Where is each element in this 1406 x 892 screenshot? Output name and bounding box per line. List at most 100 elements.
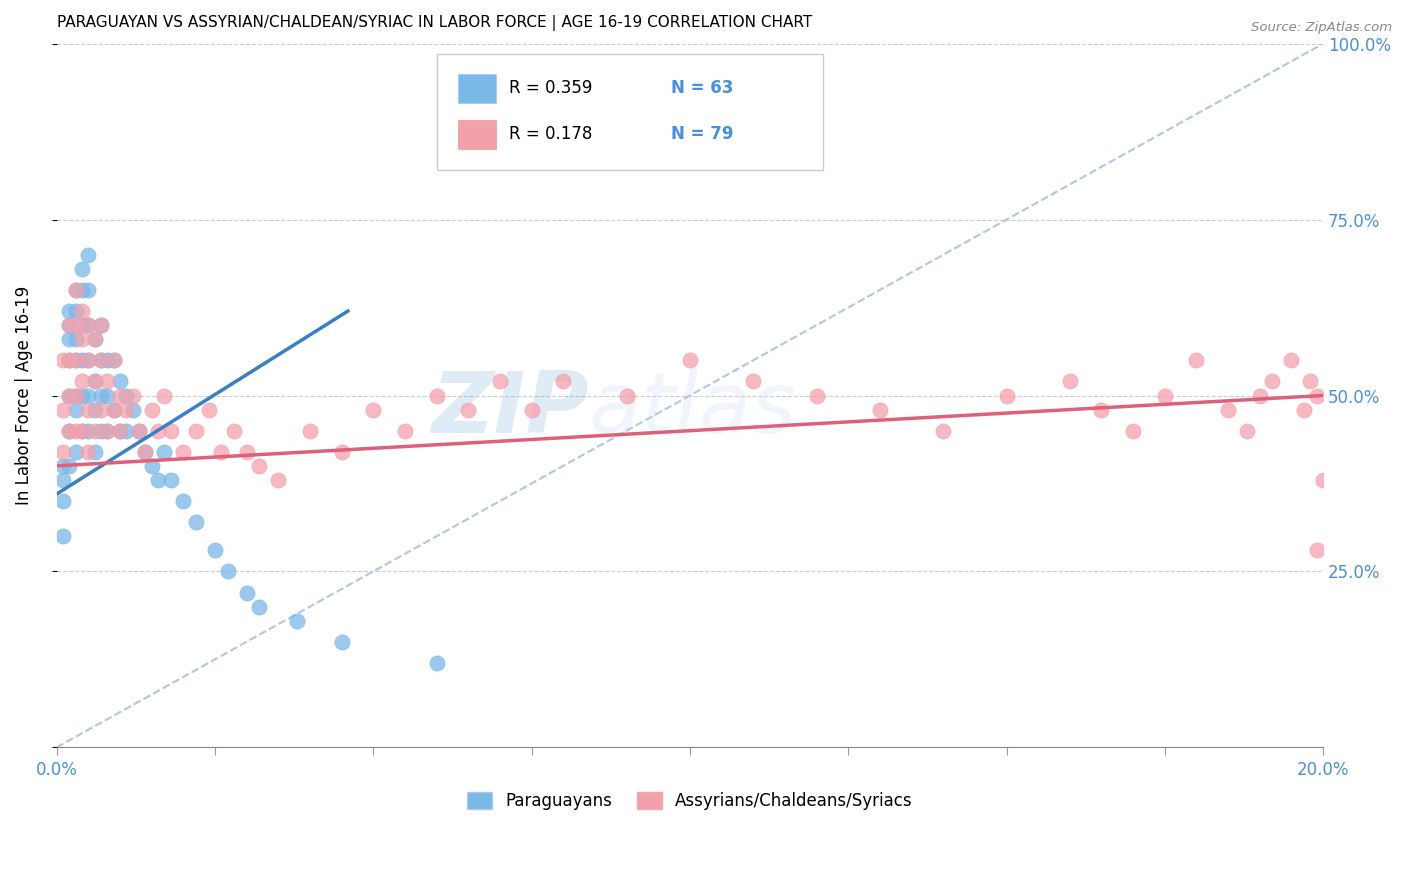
Point [70, 388, 93, 402]
Bar [458, 120, 496, 149]
Point [121, 388, 143, 402]
Point [77, 283, 100, 297]
Point [83, 332, 105, 346]
Point [489, 375, 512, 389]
Point [90, 424, 112, 438]
Point [115, 424, 138, 438]
Point [1236, 424, 1258, 438]
Point [77, 444, 100, 458]
Point [995, 388, 1018, 402]
Text: R = 0.359: R = 0.359 [509, 79, 592, 97]
Text: N = 79: N = 79 [671, 126, 734, 144]
Point [65, 332, 87, 346]
Point [90, 318, 112, 333]
Point [121, 402, 143, 417]
Point [806, 388, 828, 402]
Point [70, 375, 93, 389]
Point [65, 283, 87, 297]
Point [65, 424, 87, 438]
Point [108, 375, 131, 389]
Point [1122, 424, 1144, 438]
Point [553, 375, 575, 389]
Point [153, 388, 176, 402]
Text: ZIP: ZIP [430, 368, 589, 451]
Point [90, 353, 112, 368]
Point [197, 402, 219, 417]
Point [103, 402, 125, 417]
Point [869, 402, 891, 417]
Point [96, 424, 118, 438]
Point [96, 388, 118, 402]
Point [83, 444, 105, 458]
Point [65, 318, 87, 333]
Point [58, 332, 80, 346]
Point [1218, 402, 1240, 417]
Point [52, 458, 75, 473]
Point [361, 402, 384, 417]
Point [58, 424, 80, 438]
Point [96, 353, 118, 368]
Point [58, 304, 80, 318]
Text: PARAGUAYAN VS ASSYRIAN/CHALDEAN/SYRIAC IN LABOR FORCE | AGE 16-19 CORRELATION CH: PARAGUAYAN VS ASSYRIAN/CHALDEAN/SYRIAC I… [56, 15, 811, 31]
Point [52, 444, 75, 458]
Bar [458, 74, 496, 103]
Point [65, 402, 87, 417]
Point [1249, 388, 1271, 402]
Point [172, 494, 194, 508]
Point [52, 473, 75, 487]
Point [394, 424, 416, 438]
Point [426, 656, 449, 670]
Point [83, 332, 105, 346]
Point [58, 353, 80, 368]
Point [90, 402, 112, 417]
Point [65, 353, 87, 368]
Point [330, 444, 353, 458]
Point [58, 318, 80, 333]
Point [184, 515, 207, 529]
Point [128, 424, 150, 438]
Point [108, 424, 131, 438]
Point [222, 424, 245, 438]
Point [77, 388, 100, 402]
Point [103, 402, 125, 417]
Point [235, 585, 257, 599]
Point [83, 375, 105, 389]
Point [426, 388, 449, 402]
Text: R = 0.178: R = 0.178 [509, 126, 592, 144]
Point [90, 318, 112, 333]
Point [77, 318, 100, 333]
Point [83, 424, 105, 438]
Point [247, 599, 270, 614]
Point [70, 424, 93, 438]
Point [330, 634, 353, 648]
Point [70, 261, 93, 276]
Point [108, 388, 131, 402]
Point [1059, 375, 1081, 389]
Point [520, 402, 543, 417]
Point [77, 248, 100, 262]
Point [52, 402, 75, 417]
Point [77, 402, 100, 417]
Point [65, 304, 87, 318]
Point [159, 473, 181, 487]
Point [83, 375, 105, 389]
Point [70, 424, 93, 438]
Point [58, 458, 80, 473]
Point [58, 388, 80, 402]
Point [52, 353, 75, 368]
Point [70, 353, 93, 368]
Point [77, 353, 100, 368]
Point [1153, 388, 1175, 402]
Point [90, 388, 112, 402]
Point [70, 318, 93, 333]
Point [65, 388, 87, 402]
Point [70, 332, 93, 346]
Point [90, 353, 112, 368]
Point [146, 424, 169, 438]
Point [134, 444, 156, 458]
Point [153, 444, 176, 458]
Point [267, 473, 290, 487]
Point [1185, 353, 1208, 368]
Point [247, 458, 270, 473]
Point [146, 473, 169, 487]
